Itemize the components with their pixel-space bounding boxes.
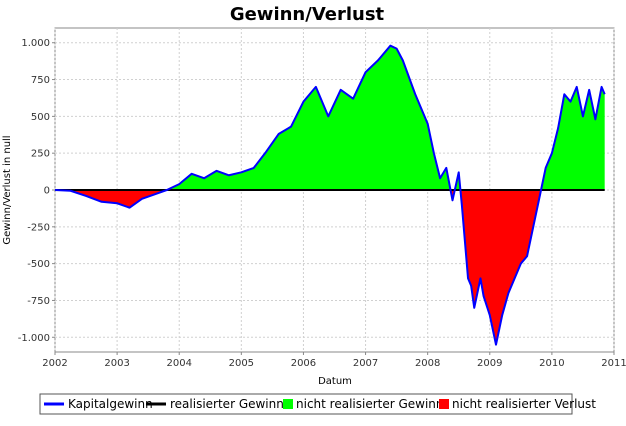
y-tick-label: -500 [27, 259, 50, 270]
legend-label: nicht realisierter Verlust [452, 397, 596, 411]
y-axis-ticks: 1.000 750 500 250 0 -250 -500 -750 -1.000 [18, 38, 55, 344]
x-tick-label: 2009 [477, 358, 502, 369]
x-tick-label: 2003 [104, 358, 129, 369]
series-lines [54, 44, 606, 346]
y-tick-label: 500 [31, 112, 50, 123]
y-tick-label: -1.000 [18, 333, 50, 344]
x-tick-label: 2010 [539, 358, 564, 369]
legend-swatch [283, 399, 293, 409]
x-tick-label: 2011 [601, 358, 626, 369]
y-tick-label: 750 [31, 75, 50, 86]
x-axis-ticks: 2002 2003 2004 2005 2006 2007 2008 2009 2010 2011 [42, 352, 626, 369]
x-tick-label: 2008 [415, 358, 440, 369]
y-tick-label: 0 [44, 186, 50, 197]
y-tick-label: 250 [31, 149, 50, 160]
unrealized-gain-area [55, 45, 605, 190]
capital-gain-line [54, 44, 606, 346]
legend-swatch [439, 399, 449, 409]
legend-label: nicht realisierter Gewinn [296, 397, 444, 411]
y-tick-label: -750 [27, 296, 50, 307]
legend-label: realisierter Gewinn [170, 397, 284, 411]
area-fills [55, 45, 605, 345]
y-tick-label: 1.000 [21, 38, 50, 49]
x-tick-label: 2007 [353, 358, 378, 369]
unrealized-loss-area [55, 190, 605, 345]
y-axis-label: Gewinn/Verlust in null [2, 135, 13, 244]
x-tick-label: 2005 [229, 358, 254, 369]
x-axis-label: Datum [318, 376, 352, 387]
y-tick-label: -250 [27, 222, 50, 233]
legend: Kapitalgewinn realisierter Gewinn nicht re… [39, 393, 596, 415]
chart-title: Gewinn/Verlust [230, 4, 385, 25]
legend-label: Kapitalgewinn [68, 397, 153, 411]
x-tick-label: 2006 [291, 358, 316, 369]
x-tick-label: 2002 [42, 358, 67, 369]
x-tick-label: 2004 [166, 358, 191, 369]
